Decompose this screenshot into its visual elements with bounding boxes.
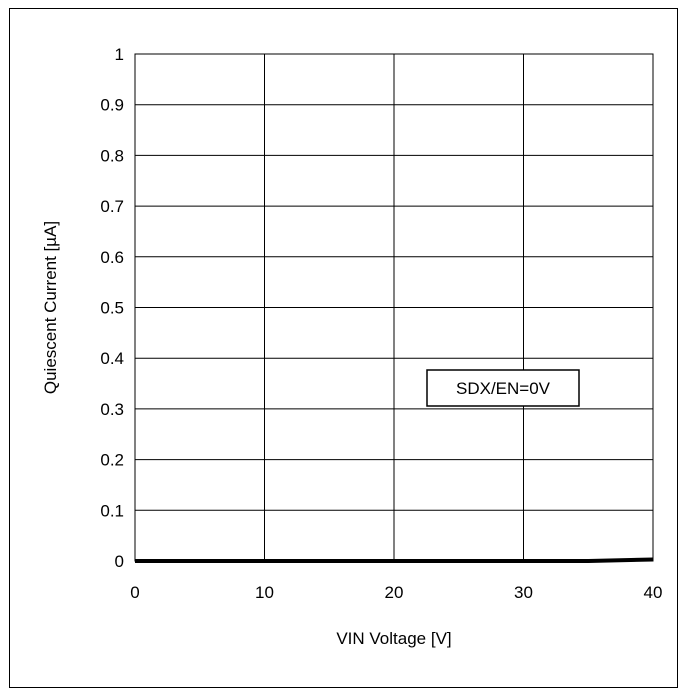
x-axis-title: VIN Voltage [V]: [336, 629, 451, 648]
grid: [134, 53, 654, 562]
y-tick-label: 0.1: [100, 501, 124, 520]
x-tick-label: 10: [255, 583, 274, 602]
series-line: [135, 557, 654, 563]
y-tick-label: 0.2: [100, 451, 124, 470]
y-tick-label: 0.5: [100, 299, 124, 318]
y-tick-label: 0.9: [100, 96, 124, 115]
x-axis-ticks: 0 10 20 30 40: [130, 583, 662, 602]
x-tick-label: 20: [385, 583, 404, 602]
annotation-box: SDX/EN=0V: [426, 369, 580, 407]
y-axis-ticks: 0 0.1 0.2 0.3 0.4 0.5 0.6 0.7 0.8 0.9 1: [100, 45, 124, 571]
y-tick-label: 0.6: [100, 248, 124, 267]
y-axis-title: Quiescent Current [µA]: [41, 221, 60, 394]
annotation-label: SDX/EN=0V: [456, 379, 551, 398]
y-tick-label: 0.3: [100, 400, 124, 419]
x-tick-label: 0: [130, 583, 139, 602]
series-layer: [135, 557, 654, 563]
y-tick-label: 0.4: [100, 349, 124, 368]
x-tick-label: 40: [644, 583, 663, 602]
y-tick-label: 0.7: [100, 197, 124, 216]
y-tick-label: 0.8: [100, 146, 124, 165]
x-tick-label: 30: [514, 583, 533, 602]
y-tick-label: 1: [115, 45, 124, 64]
y-tick-label: 0: [115, 552, 124, 571]
